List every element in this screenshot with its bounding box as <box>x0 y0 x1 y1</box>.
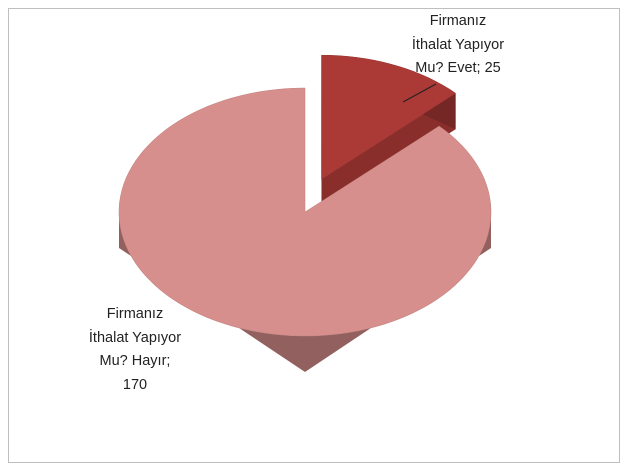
pie <box>118 54 492 372</box>
data-label: Firmanız İthalat Yapıyor Mu? Hayır; 170 <box>88 306 182 393</box>
slice <box>118 87 492 337</box>
data-label: Firmanız İthalat Yapıyor Mu? Evet; 25 <box>411 13 505 76</box>
leader-line <box>402 83 437 103</box>
slice-wall <box>119 212 491 372</box>
slice <box>321 54 457 180</box>
